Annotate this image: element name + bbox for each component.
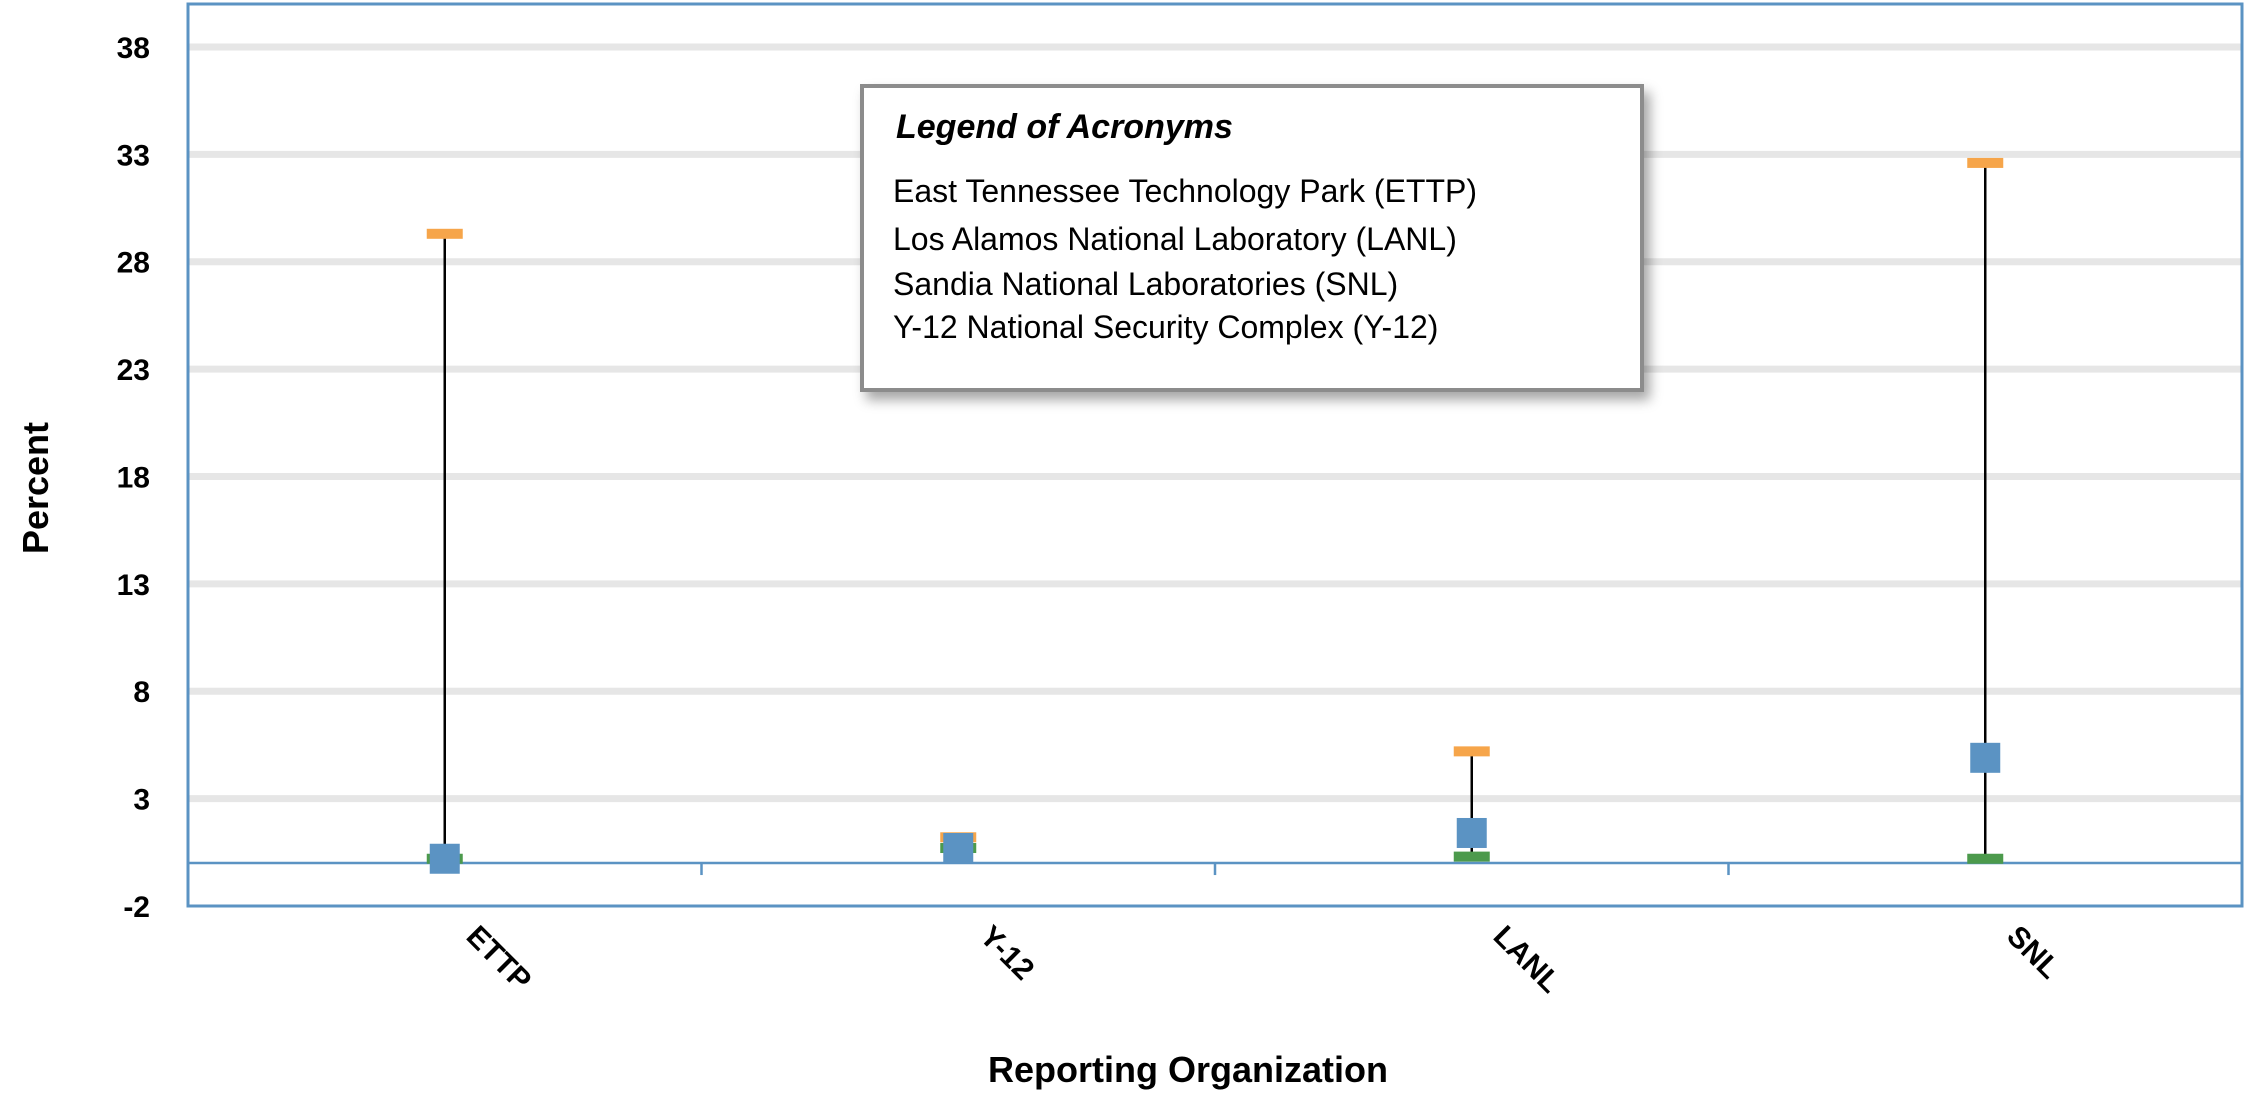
y-tick-13: 13 [117, 569, 150, 602]
y-tick-8: 8 [133, 676, 150, 709]
x-tick-lanl: LANL [1487, 920, 1567, 1000]
acronym-legend: Legend of Acronyms East Tennessee Techno… [860, 84, 1644, 392]
y-tick-38: 38 [117, 32, 150, 65]
x-tick-y-12: Y-12 [973, 920, 1040, 987]
y-tick-23: 23 [117, 354, 150, 387]
max-marker-ettp [426, 228, 463, 239]
y-tick--2: -2 [123, 891, 150, 924]
x-tick-ettp: ETTP [460, 920, 538, 998]
min-marker-lanl [1453, 851, 1490, 862]
category-ticks [700, 863, 1730, 876]
x-tick-labels: ETTP Y-12 LANL SNL [460, 920, 2066, 1000]
legend-entry-lanl: Los Alamos National Laboratory (LANL) [893, 221, 1457, 257]
y-tick-18: 18 [117, 461, 150, 494]
mean-marker-snl [1970, 742, 2001, 773]
y-tick-3: 3 [133, 784, 150, 817]
data-markers [426, 157, 2004, 874]
x-axis-title: Reporting Organization [988, 1049, 1388, 1090]
y-tick-28: 28 [117, 247, 150, 280]
legend-entry-y12: Y-12 National Security Complex (Y-12) [893, 309, 1438, 345]
legend-entry-snl: Sandia National Laboratories (SNL) [893, 266, 1398, 302]
max-marker-snl [1967, 157, 2004, 168]
x-tick-snl: SNL [2000, 920, 2066, 986]
y-tick-33: 33 [117, 139, 150, 172]
mean-marker-y-12 [943, 833, 974, 864]
min-marker-snl [1967, 853, 2004, 864]
mean-marker-lanl [1456, 817, 1487, 848]
legend-title: Legend of Acronyms [896, 108, 1233, 146]
legend-background [860, 84, 1644, 392]
y-axis-title: Percent [15, 422, 56, 554]
legend-entry-ettp: East Tennessee Technology Park (ETTP) [893, 173, 1477, 209]
plot-area-frame [186, 2, 2244, 908]
mean-marker-ettp [429, 843, 460, 874]
max-marker-lanl [1453, 746, 1490, 757]
